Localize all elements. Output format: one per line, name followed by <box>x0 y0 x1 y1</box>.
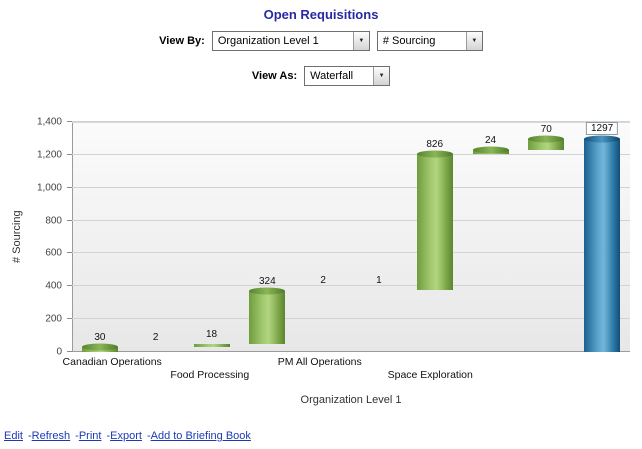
bar-cap-ellipse <box>584 135 621 143</box>
bar-value-label: 70 <box>540 123 552 135</box>
bar-value-label: 826 <box>426 139 444 151</box>
y-tick-label: 400 <box>45 280 62 292</box>
waterfall-bar[interactable] <box>472 146 509 155</box>
y-tick-mark <box>67 285 72 287</box>
waterfall-bar[interactable] <box>249 287 286 344</box>
footer-link-print[interactable]: Print <box>78 430 102 442</box>
plot-area: 30 2 18 324 2 1 826 24 70 1297 <box>72 121 630 352</box>
view-as-select[interactable]: Waterfall <box>304 66 391 86</box>
y-tick-label: 0 <box>56 346 62 358</box>
bar-value-label: 1297 <box>585 121 619 135</box>
bar-value-label: 1 <box>376 275 382 287</box>
gridline <box>72 318 630 320</box>
gridline <box>72 186 630 188</box>
view-by-label: View By: <box>159 35 205 47</box>
y-axis: 0 200 400 600 800 1,000 1,200 1,400 <box>0 117 72 358</box>
y-tick-label: 600 <box>45 247 62 259</box>
footer-link-export[interactable]: Export <box>110 430 142 442</box>
x-category-label: PM All Operations <box>277 356 362 368</box>
footer-link-refresh[interactable]: Refresh <box>31 430 71 442</box>
bar-value-label: 24 <box>484 135 497 147</box>
x-axis-title: Organization Level 1 <box>300 394 402 406</box>
y-tick-mark <box>67 318 72 320</box>
bar-value-label: 324 <box>258 275 276 287</box>
y-tick-label: 1,000 <box>36 182 62 194</box>
link-separator: - <box>146 430 151 442</box>
waterfall-chart: # Sourcing 0 200 400 600 800 1,000 1,200 1,400 … <box>0 96 642 412</box>
link-separator: - <box>106 430 111 442</box>
x-category-label: Food Processing <box>170 369 250 381</box>
y-tick-mark <box>67 153 72 155</box>
bar-cap-ellipse <box>249 287 286 295</box>
link-separator: - <box>27 430 32 442</box>
bar-value-label: 2 <box>152 331 159 343</box>
waterfall-bar[interactable] <box>193 343 230 347</box>
bar-value-label: 30 <box>94 332 106 344</box>
view-as-select-wrap: Waterfall ▼ <box>304 66 391 86</box>
waterfall-bar[interactable] <box>81 343 118 352</box>
y-tick-mark <box>67 186 72 188</box>
footer-link-add-to-briefing-book[interactable]: Add to Briefing Book <box>150 430 251 442</box>
bar-cap-ellipse <box>528 135 565 143</box>
y-axis-line <box>72 123 73 352</box>
gridline <box>72 252 630 254</box>
bar-value-label: 18 <box>205 328 218 340</box>
gridline <box>72 285 630 287</box>
gridline <box>72 153 630 155</box>
view-as-label: View As: <box>251 70 298 82</box>
waterfall-bar[interactable] <box>528 135 565 151</box>
y-tick-label: 1,200 <box>36 149 62 161</box>
y-tick-mark <box>67 252 72 254</box>
link-separator: - <box>75 430 79 442</box>
page-title: Open Requisitions <box>263 7 379 22</box>
y-tick-label: 200 <box>45 313 62 325</box>
view-by-metric-select[interactable]: # Sourcing <box>376 31 483 51</box>
footer-links: Edit -Refresh -Print -Export -Add to Briefin… <box>4 430 251 442</box>
waterfall-bar[interactable] <box>416 150 453 291</box>
bar-cap-ellipse <box>472 146 509 154</box>
y-tick-mark <box>67 121 72 122</box>
x-category-label: Space Exploration <box>387 369 473 381</box>
y-tick-label: 800 <box>45 215 62 227</box>
x-axis-line <box>72 351 630 352</box>
x-axis: Canadian Operations Food Processing PM All… <box>63 354 630 384</box>
y-tick-label: 1,400 <box>36 116 62 128</box>
view-as-row: View As: Waterfall ▼ <box>0 66 642 86</box>
view-by-metric-select-wrap: # Sourcing ▼ <box>376 31 483 51</box>
view-by-dimension-select-wrap: Organization Level 1 ▼ <box>211 31 370 51</box>
view-by-row: View By: Organization Level 1 ▼ # Sourci… <box>0 31 642 51</box>
gridline <box>72 219 630 221</box>
y-tick-mark <box>67 219 72 221</box>
gridline <box>72 121 630 122</box>
view-by-dimension-select[interactable]: Organization Level 1 <box>211 31 370 51</box>
x-category-label: Canadian Operations <box>62 356 162 368</box>
bar-value-label: 2 <box>320 275 326 287</box>
bar-cap-ellipse <box>416 150 453 158</box>
waterfall-bar[interactable] <box>584 135 621 352</box>
bar-cap-ellipse <box>81 343 118 351</box>
footer-link-edit[interactable]: Edit <box>4 430 23 442</box>
y-tick-mark <box>67 351 72 352</box>
